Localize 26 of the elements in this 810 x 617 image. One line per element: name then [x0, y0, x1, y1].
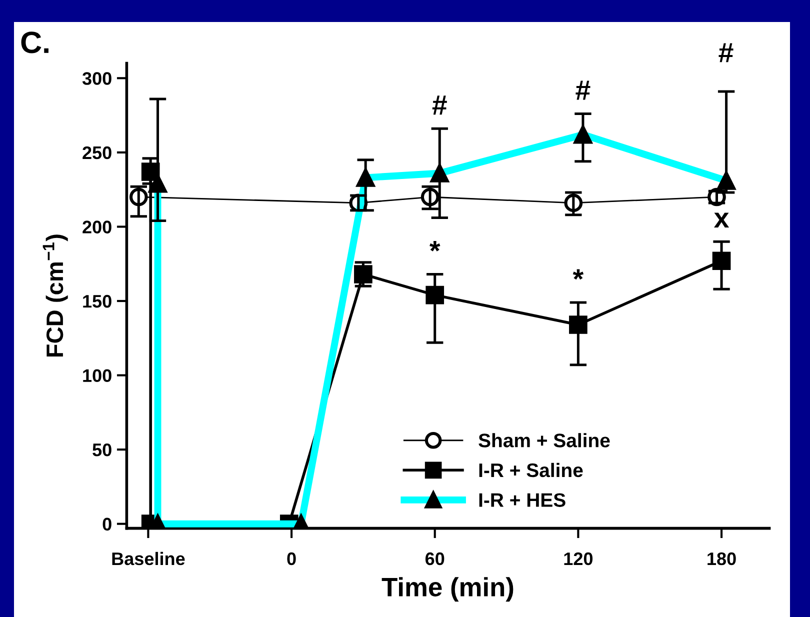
x-tick-label: 180 [708, 552, 736, 566]
y-tick-label: 250 [82, 146, 112, 160]
x-tick-label: 120 [564, 552, 593, 566]
y-tick-label: 200 [82, 220, 112, 234]
legend-label: Sham + Saline [478, 433, 610, 448]
text: # [718, 43, 734, 62]
x-tick-label: 60 [425, 552, 444, 566]
x-axis-title: Time (min) [382, 577, 514, 602]
y-tick-label: 50 [92, 443, 112, 456]
point [569, 316, 588, 334]
annotation: x [714, 212, 730, 228]
y-axis-title: FCD (cm$^{−1}$) [42, 234, 68, 357]
legend-label: I-R + Saline [479, 462, 583, 478]
x-tick-label: 0 [287, 552, 296, 566]
text: C. [21, 32, 48, 54]
y-tick-label: 300 [82, 72, 112, 85]
point [354, 265, 372, 284]
x-tick-label: Baseline [112, 552, 185, 566]
legend-label: I-R + HES [479, 493, 566, 507]
annotation: # [432, 96, 447, 115]
annotation: * [430, 241, 440, 252]
y-tick-label: 0 [102, 518, 112, 531]
y-tick-label: 150 [83, 294, 112, 308]
annotation: * [572, 269, 584, 280]
y-tick-label: 100 [83, 369, 112, 382]
annotation: # [576, 80, 590, 100]
